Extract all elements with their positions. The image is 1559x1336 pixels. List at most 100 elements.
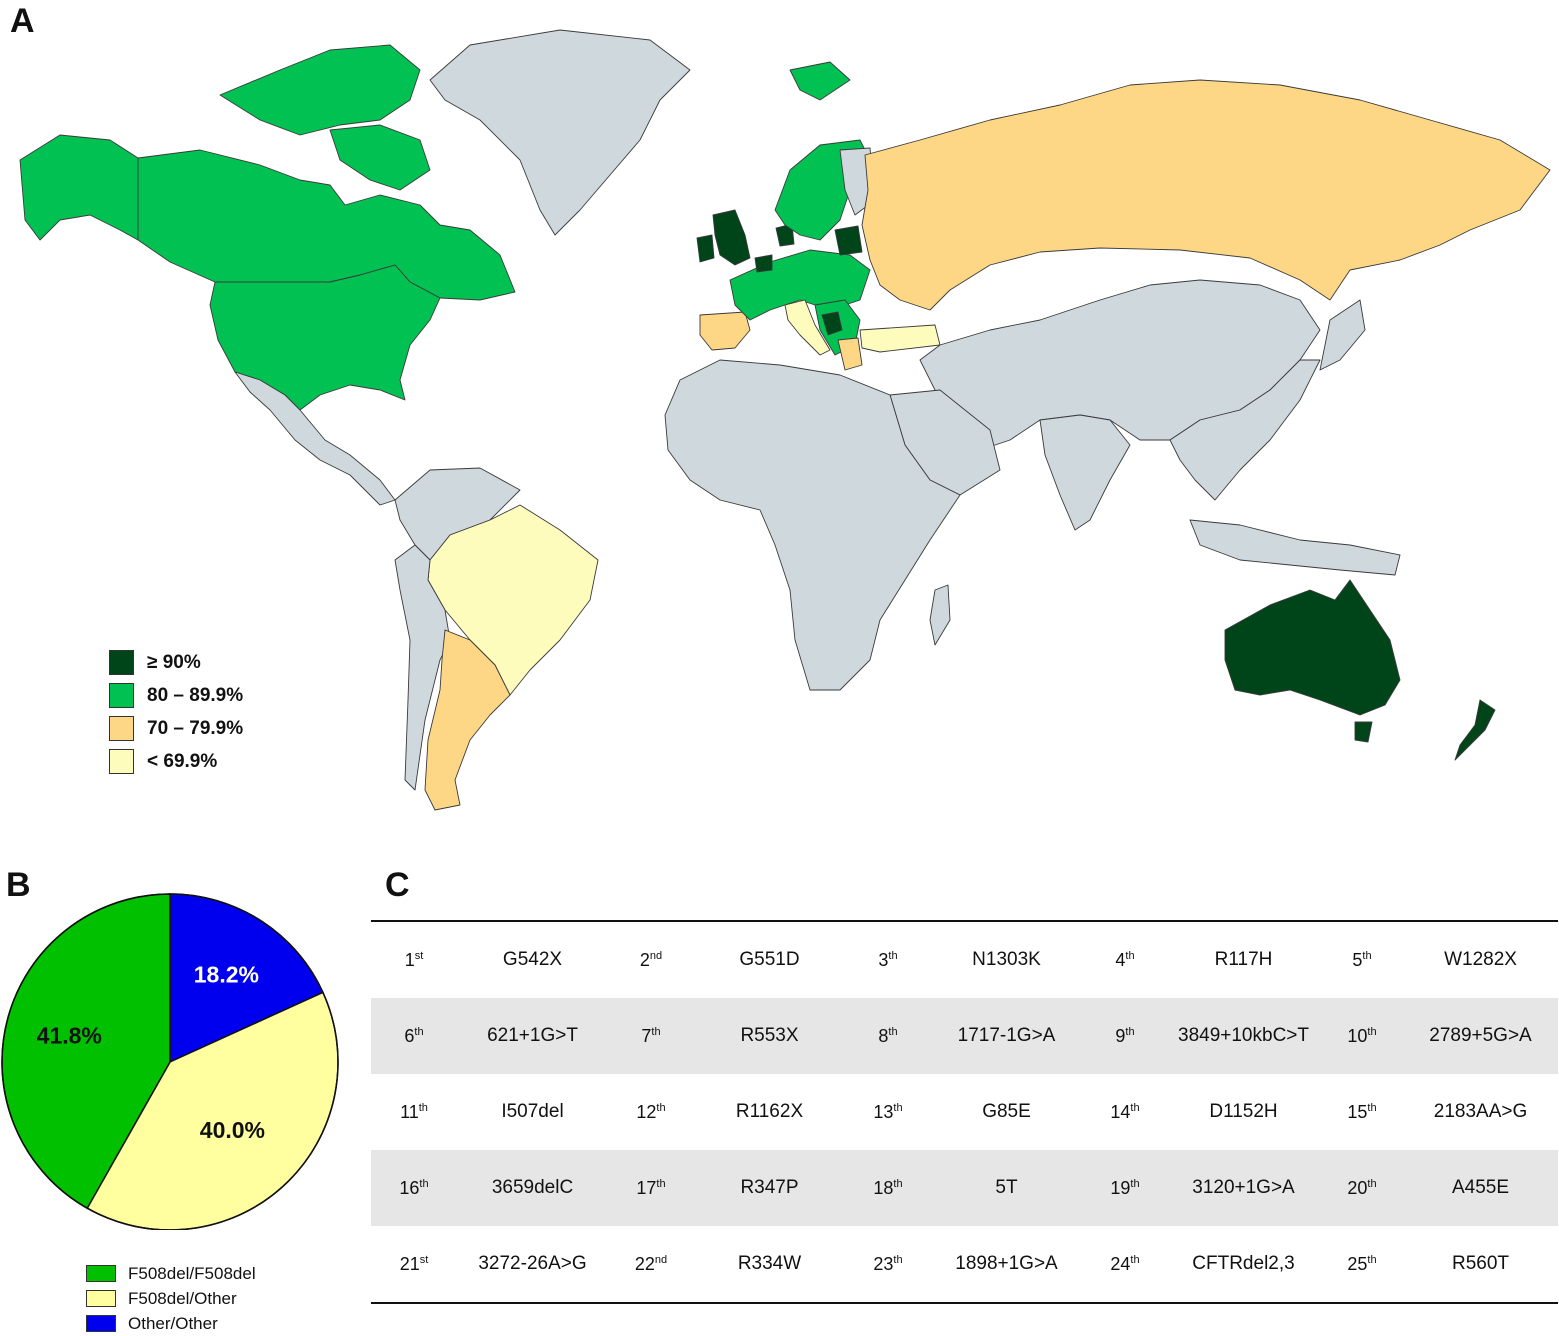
rank-cell: 22nd [608, 1254, 694, 1275]
pie-legend: F508del/F508del F508del/Other Other/Othe… [86, 1261, 256, 1336]
region-brazil [427, 504, 599, 696]
rank-number: 7 [641, 1025, 652, 1046]
mutation-cell: G542X [502, 949, 563, 970]
mutation-cell: G85E [982, 1101, 1031, 1122]
region-madagascar [929, 584, 951, 646]
rank-suffix: th [1367, 1177, 1377, 1190]
rank-suffix: st [419, 1253, 429, 1266]
mutation-cell: 3120+1G>A [1192, 1177, 1295, 1198]
genotype-pie-chart: 18.2% 40.0% 41.8% [1, 893, 339, 1230]
rank-cell: 3th [845, 950, 931, 971]
region-russia [861, 79, 1551, 311]
region-africa [664, 359, 961, 691]
table-row: 1st G542X 2nd G551D 3th N1303K 4th R117H 5th W128… [371, 922, 1558, 998]
rank-suffix: th [893, 1253, 903, 1266]
rank-cell: 19th [1082, 1178, 1168, 1199]
region-canada [137, 149, 516, 301]
mutation-cell: R334W [737, 1253, 802, 1274]
mutation-cell: CFTRdel2,3 [1192, 1253, 1295, 1274]
region-netherlands [754, 254, 773, 273]
mutation-ranking-table: 1st G542X 2nd G551D 3th N1303K 4th R117H 5th W128… [371, 920, 1558, 1304]
rank-suffix: nd [649, 949, 663, 962]
mutation-cell: 621+1G>T [487, 1025, 578, 1046]
mutation-cell: A455E [1451, 1177, 1510, 1198]
rank-suffix: th [888, 1025, 898, 1038]
rank-suffix: th [656, 1177, 666, 1190]
region-new-zealand [1454, 699, 1496, 761]
panel-label-c: C [385, 866, 410, 904]
rank-cell: 9th [1082, 1026, 1168, 1047]
region-india [1039, 414, 1131, 531]
rank-cell: 11th [371, 1102, 457, 1123]
mutation-cell: 5T [995, 1177, 1018, 1198]
pie-legend-item: F508del/F508del [86, 1261, 256, 1286]
table-row: 16th 3659delC 17th R347P 18th 5T 19th 3120+1G>A… [371, 1150, 1558, 1226]
mutation-cell: R117H [1214, 949, 1273, 970]
rank-cell: 2nd [608, 950, 694, 971]
legend-item: < 69.9% [109, 745, 243, 778]
region-andes [394, 544, 451, 791]
region-italy [784, 299, 831, 356]
rank-number: 25 [1347, 1253, 1368, 1274]
mutation-cell: N1303K [972, 949, 1041, 970]
rank-number: 3 [878, 949, 889, 970]
region-iberia [699, 311, 751, 351]
panel-label-b: B [6, 866, 31, 904]
rank-number: 18 [873, 1177, 894, 1198]
rank-suffix: th [1130, 1177, 1140, 1190]
pie-legend-swatch [86, 1265, 116, 1282]
legend-item: 70 – 79.9% [109, 712, 243, 745]
rank-number: 8 [878, 1025, 889, 1046]
region-canada-islands-2 [329, 124, 431, 191]
rank-number: 5 [1352, 949, 1363, 970]
rank-suffix: th [1362, 949, 1372, 962]
mutation-cell: G551D [739, 949, 800, 970]
rank-cell: 4th [1082, 950, 1168, 971]
region-indonesia [1189, 519, 1401, 576]
rank-number: 21 [399, 1253, 420, 1274]
mutation-cell: 1717-1G>A [957, 1025, 1056, 1046]
rank-number: 23 [873, 1253, 894, 1274]
rank-number: 2 [639, 949, 650, 970]
legend-label: 80 – 89.9% [147, 684, 244, 706]
rank-cell: 10th [1319, 1026, 1405, 1047]
rank-suffix: th [1367, 1101, 1377, 1114]
rank-suffix: th [418, 1101, 428, 1114]
rank-cell: 20th [1319, 1178, 1405, 1199]
rank-number: 16 [399, 1177, 420, 1198]
mutation-cell: R553X [740, 1025, 799, 1046]
pie-legend-swatch [86, 1315, 116, 1332]
map-legend: ≥ 90% 80 – 89.9% 70 – 79.9% < 69.9% [109, 646, 243, 778]
region-balkans-dark [821, 311, 843, 336]
pie-legend-label: F508del/F508del [128, 1263, 256, 1283]
mutation-cell: R560T [1451, 1253, 1510, 1274]
region-japan [1319, 299, 1366, 371]
rank-cell: 21st [371, 1254, 457, 1275]
region-svalbard [789, 61, 851, 101]
rank-suffix: th [414, 1025, 424, 1038]
rank-suffix: th [1367, 1253, 1377, 1266]
rank-suffix: th [893, 1177, 903, 1190]
legend-swatch [109, 683, 134, 708]
mutation-cell: 3849+10kbC>T [1178, 1025, 1309, 1046]
rank-suffix: th [1130, 1101, 1140, 1114]
rank-cell: 5th [1319, 950, 1405, 971]
rank-suffix: nd [654, 1253, 668, 1266]
pie-data-label: 40.0% [200, 1117, 265, 1143]
region-alaska [19, 134, 139, 241]
rank-suffix: th [1125, 949, 1135, 962]
rank-number: 13 [873, 1101, 894, 1122]
mutation-cell: R347P [740, 1177, 799, 1198]
legend-label: ≥ 90% [147, 651, 201, 673]
mutation-cell: 3659delC [491, 1177, 574, 1198]
rank-cell: 18th [845, 1178, 931, 1199]
region-east-asia [1169, 359, 1321, 501]
rank-number: 17 [636, 1177, 657, 1198]
rank-cell: 1st [371, 950, 457, 971]
legend-swatch [109, 716, 134, 741]
rank-number: 20 [1347, 1177, 1368, 1198]
legend-label: < 69.9% [147, 750, 218, 772]
rank-number: 12 [636, 1101, 657, 1122]
rank-cell: 13th [845, 1102, 931, 1123]
mutation-cell: W1282X [1444, 949, 1517, 970]
